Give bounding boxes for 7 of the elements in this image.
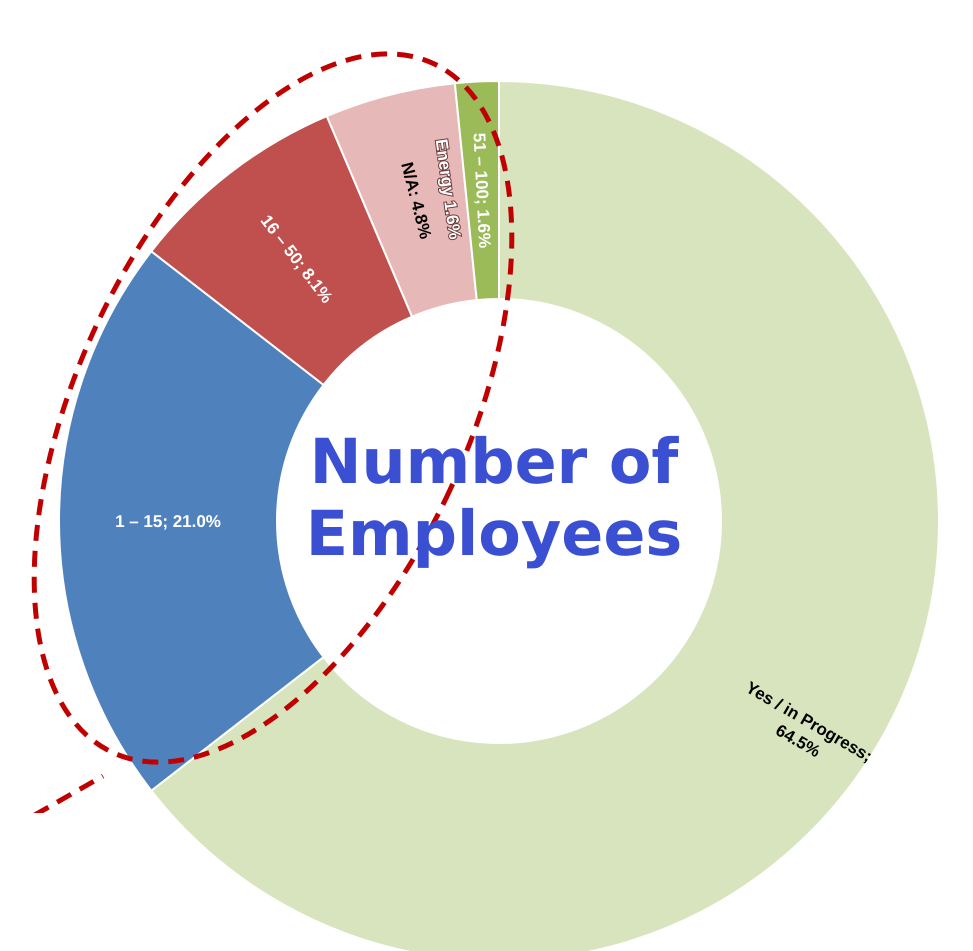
text: Energy 1.6% xyxy=(432,138,465,241)
data-label: ; 1.6% xyxy=(473,198,495,248)
slice-label: 1 – 15 xyxy=(115,512,162,530)
slice-label: N/A xyxy=(398,160,424,194)
data-label: ; 21.0% xyxy=(162,512,221,530)
text: Number of Employees xyxy=(304,425,684,570)
slice-label: 51 – 100 xyxy=(470,132,492,200)
